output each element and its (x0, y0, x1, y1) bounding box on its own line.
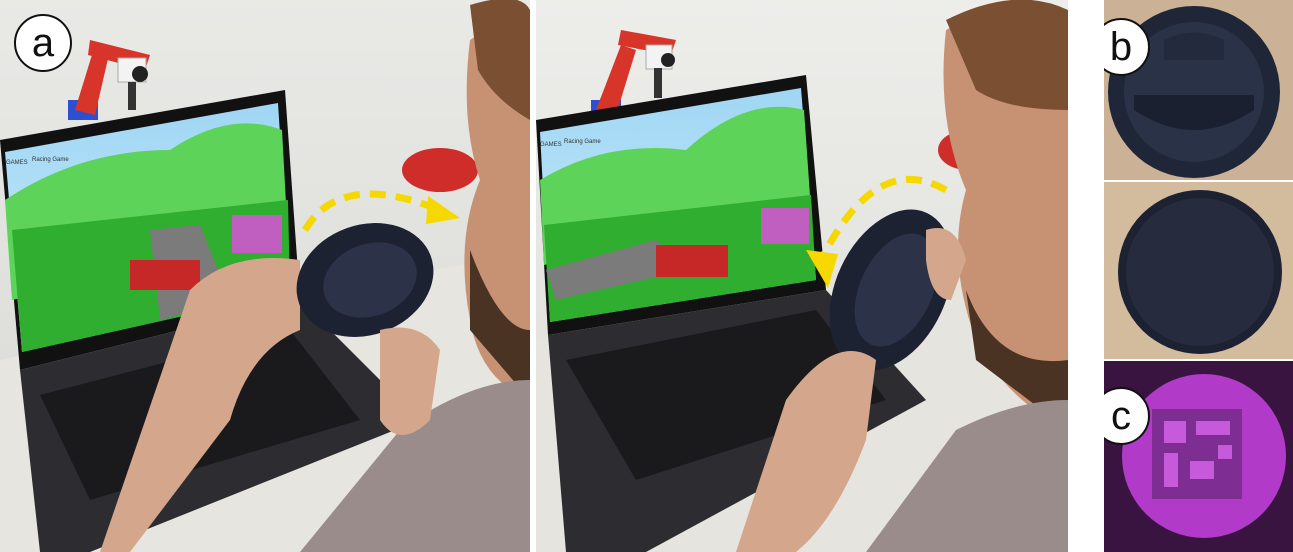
label-a: a (14, 14, 72, 72)
hand-held-lens (736, 209, 966, 552)
label-c: c (1104, 387, 1150, 445)
robot-arm (68, 40, 150, 120)
person (300, 0, 530, 552)
person (866, 0, 1068, 552)
screen-menu-racing: Racing Game (32, 157, 69, 163)
laptop-screen: GAMES Racing Game (536, 75, 826, 335)
photo-panel-a-right: GAMES Racing Game (536, 0, 1068, 552)
hand-held-lens (100, 223, 440, 552)
photo-panel-b-top: b (1104, 0, 1293, 180)
fiducial-marker (1152, 409, 1242, 499)
camera-icon (132, 66, 148, 82)
robot-arm (591, 30, 676, 118)
screen-menu-racing: Racing Game (564, 139, 601, 145)
curved-arrow-icon (301, 190, 442, 232)
camera-icon (661, 53, 675, 67)
curved-arrow-icon (817, 175, 948, 262)
label-b: b (1104, 18, 1150, 76)
photo-panel-a-left: GAMES Racing Game a (0, 0, 530, 552)
photo-panel-c: c (1104, 361, 1293, 552)
photo-panel-b-bottom (1104, 182, 1293, 359)
screen-menu-games: GAMES (6, 160, 28, 166)
screen-menu-games: GAMES (540, 142, 562, 148)
lamp-base (402, 148, 478, 192)
